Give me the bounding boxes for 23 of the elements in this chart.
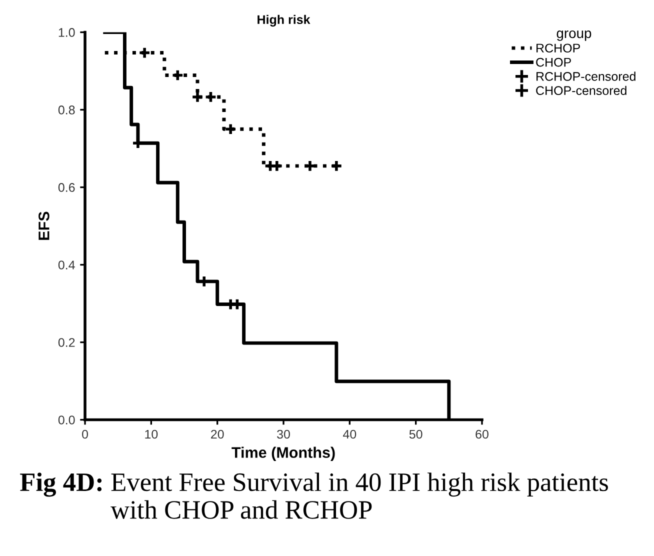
legend-label: CHOP — [536, 58, 571, 67]
y-tick-label: 0.8 — [58, 106, 75, 114]
legend-label: RCHOP — [536, 44, 580, 53]
y-tick-label: 0.0 — [58, 416, 75, 424]
x-tick-label: 0 — [82, 430, 88, 439]
legend-label: CHOP-censored — [536, 86, 626, 96]
x-tick-label: 10 — [145, 430, 158, 439]
y-axis-title: EFS — [38, 212, 50, 240]
y-tick-label: 1.0 — [58, 28, 75, 37]
caption: Fig 4D: — [20, 472, 102, 497]
x-tick-label: 60 — [476, 430, 488, 439]
x-tick-label: 20 — [211, 430, 224, 439]
x-axis-title: Time (Months) — [232, 446, 335, 461]
y-tick-label: 0.6 — [58, 183, 75, 192]
text: Event Free Survival in 40 IPI high risk patients with CHOP and RCHOP — [110, 472, 608, 519]
y-tick-label: 0.2 — [58, 338, 75, 347]
x-tick-label: 50 — [409, 430, 422, 439]
legend-label: RCHOP-censored — [536, 72, 636, 81]
legend-title: group — [556, 30, 592, 41]
x-tick-label: 40 — [343, 430, 356, 439]
chart-title: High risk — [258, 14, 310, 27]
x-tick-label: 30 — [277, 430, 290, 439]
y-tick-label: 0.4 — [58, 260, 75, 270]
